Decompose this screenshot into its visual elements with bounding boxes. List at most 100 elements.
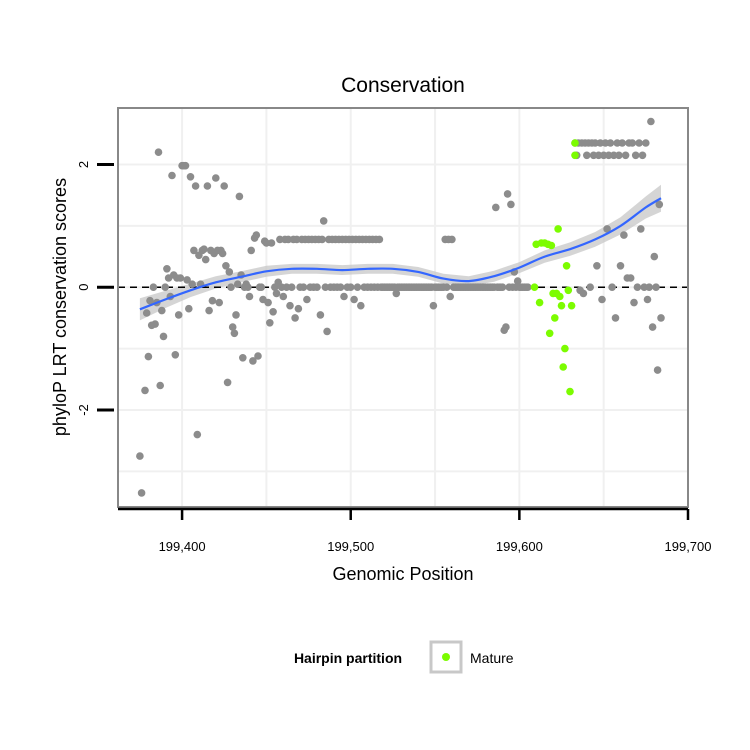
data-point	[586, 283, 594, 292]
data-point	[254, 352, 262, 360]
data-point	[227, 283, 235, 292]
data-point	[287, 283, 296, 292]
data-point	[618, 139, 626, 147]
data-point	[448, 235, 456, 244]
data-point	[350, 295, 358, 304]
data-point	[151, 320, 159, 328]
data-point	[245, 292, 254, 301]
data-point	[626, 274, 635, 282]
data-point	[142, 309, 151, 317]
data-point	[357, 301, 365, 310]
data-point	[657, 314, 665, 322]
data-point	[616, 262, 625, 270]
data-point	[652, 283, 660, 292]
data-point	[603, 225, 611, 233]
data-point	[141, 386, 149, 395]
data-point	[183, 276, 191, 284]
data-point	[630, 298, 638, 307]
y-tick-label: 2	[76, 161, 91, 168]
data-point	[615, 151, 623, 160]
data-point	[154, 148, 163, 156]
data-point	[638, 151, 647, 160]
data-point	[233, 280, 242, 289]
data-point	[266, 319, 274, 327]
data-point	[249, 357, 257, 365]
data-point	[144, 352, 153, 361]
mature-data-point	[545, 329, 554, 338]
mature-data-point	[530, 283, 539, 292]
legend: Hairpin partition Mature	[294, 640, 514, 674]
y-axis-title: phyloP LRT conservation scores	[50, 178, 70, 436]
data-point	[633, 283, 642, 292]
data-point	[168, 171, 176, 180]
data-point	[272, 289, 281, 298]
mature-data-point	[535, 298, 544, 307]
data-point	[631, 151, 640, 160]
y-axis: -2 0 2	[76, 161, 114, 416]
mature-data-point	[571, 151, 579, 160]
data-point	[176, 274, 185, 282]
data-point	[648, 323, 657, 331]
data-point	[392, 289, 401, 298]
data-point	[235, 192, 244, 201]
data-point	[205, 306, 213, 315]
data-point	[188, 280, 196, 289]
data-point	[193, 430, 202, 439]
data-point	[171, 351, 180, 359]
data-point	[319, 217, 328, 225]
data-point	[375, 235, 384, 244]
data-point	[593, 262, 601, 270]
data-points	[136, 117, 665, 497]
data-point	[279, 292, 288, 301]
data-point	[429, 301, 438, 310]
legend-label-mature: Mature	[470, 650, 514, 666]
data-point	[621, 151, 630, 160]
data-point	[286, 301, 294, 310]
data-point	[492, 203, 500, 212]
data-point	[579, 289, 588, 298]
data-point	[628, 139, 637, 147]
data-point	[502, 323, 510, 331]
data-point	[598, 295, 606, 304]
data-point	[291, 314, 299, 322]
data-point	[443, 283, 451, 292]
mature-data-point	[562, 262, 571, 270]
data-point	[156, 381, 164, 390]
data-point	[316, 311, 325, 319]
data-point	[215, 298, 223, 307]
data-point	[149, 283, 158, 292]
data-point	[191, 182, 200, 190]
legend-title: Hairpin partition	[294, 650, 402, 666]
data-point	[620, 231, 628, 239]
data-point	[507, 200, 515, 209]
data-point	[185, 304, 193, 313]
plot-panel	[118, 108, 688, 507]
legend-key-dot	[442, 653, 450, 661]
data-point	[635, 139, 643, 147]
data-point	[653, 366, 662, 374]
data-point	[136, 452, 144, 460]
data-point	[186, 173, 195, 181]
data-point	[353, 283, 362, 292]
x-axis: 199,400 199,500 199,600 199,700	[118, 507, 712, 554]
data-point	[446, 292, 455, 301]
data-point	[313, 283, 321, 292]
mature-data-point	[551, 314, 559, 322]
data-point	[503, 190, 512, 198]
data-point	[201, 255, 210, 264]
data-point	[208, 296, 217, 305]
data-point	[637, 225, 645, 233]
data-point	[299, 283, 308, 292]
data-point	[606, 139, 615, 147]
data-point	[643, 295, 652, 304]
mature-data-point	[561, 344, 569, 353]
data-point	[294, 304, 303, 313]
data-point	[230, 329, 239, 338]
data-point	[137, 489, 146, 497]
data-point	[203, 182, 212, 190]
data-point	[642, 139, 650, 147]
mature-data-point	[571, 139, 579, 147]
data-point	[264, 298, 272, 307]
data-point	[336, 283, 345, 292]
